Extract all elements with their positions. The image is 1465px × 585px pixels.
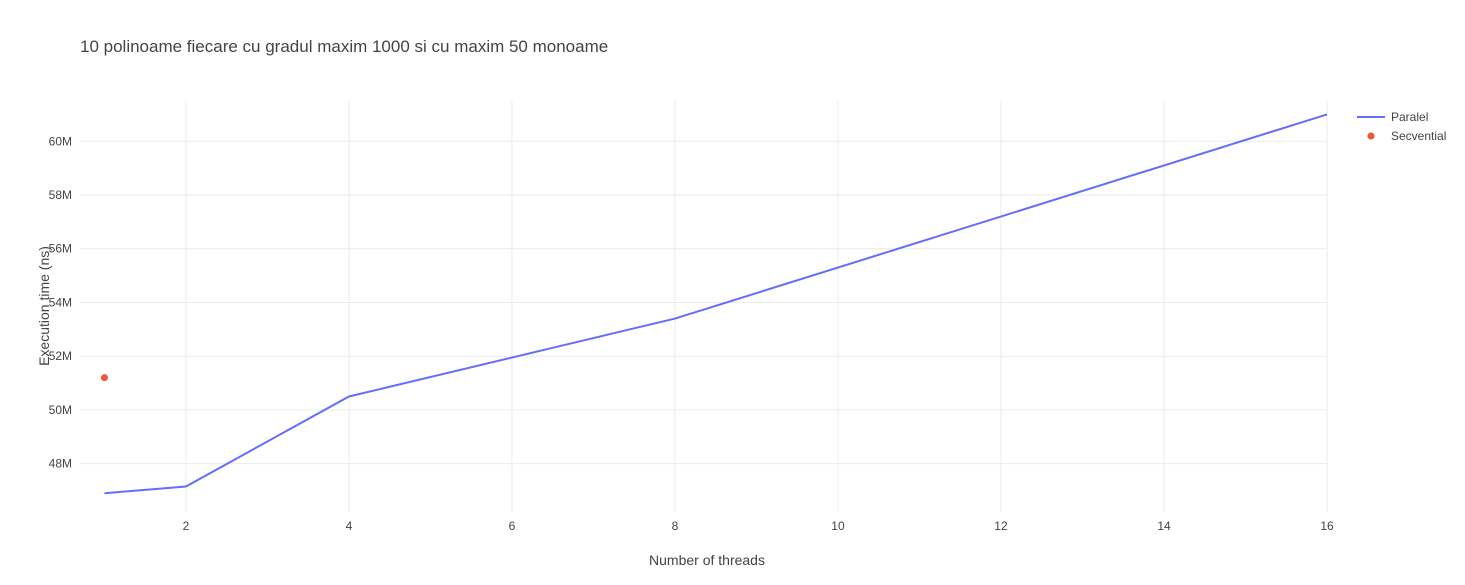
x-tick-label: 12 (994, 519, 1008, 533)
series-point-secvential[interactable] (100, 374, 108, 382)
legend-swatch-marker (1367, 132, 1375, 140)
legend-item-paralel[interactable]: Paralel (1357, 110, 1428, 124)
x-axis-title: Number of threads (649, 552, 765, 568)
legend-label: Paralel (1391, 110, 1428, 124)
x-tick-label: 10 (831, 519, 845, 533)
legend-label: Secvential (1391, 129, 1446, 143)
legend[interactable]: Paralel Secvential (1357, 110, 1446, 143)
y-tick-label: 56M (49, 242, 72, 256)
chart-title: 10 polinoame fiecare cu gradul maxim 100… (80, 37, 608, 56)
y-axis-title: Execution time (ns) (36, 246, 52, 366)
y-tick-label: 60M (49, 134, 72, 148)
x-tick-label: 16 (1320, 519, 1334, 533)
grid (80, 101, 1328, 512)
y-tick-label: 58M (49, 188, 72, 202)
series-line-paralel[interactable] (104, 113, 1328, 495)
x-tick-label: 4 (346, 519, 353, 533)
y-tick-label: 52M (49, 349, 72, 363)
tick-labels: 2 4 6 8 10 12 14 16 48M 50M 52M 54M 56M 58M 60M (49, 134, 1334, 533)
x-tick-label: 2 (183, 519, 190, 533)
y-tick-label: 54M (49, 295, 72, 309)
x-tick-label: 6 (509, 519, 516, 533)
x-tick-label: 8 (672, 519, 679, 533)
y-tick-label: 50M (49, 403, 72, 417)
x-tick-label: 14 (1157, 519, 1171, 533)
y-tick-label: 48M (49, 457, 72, 471)
legend-item-secvential[interactable]: Secvential (1367, 129, 1447, 143)
plot-area (100, 113, 1328, 495)
